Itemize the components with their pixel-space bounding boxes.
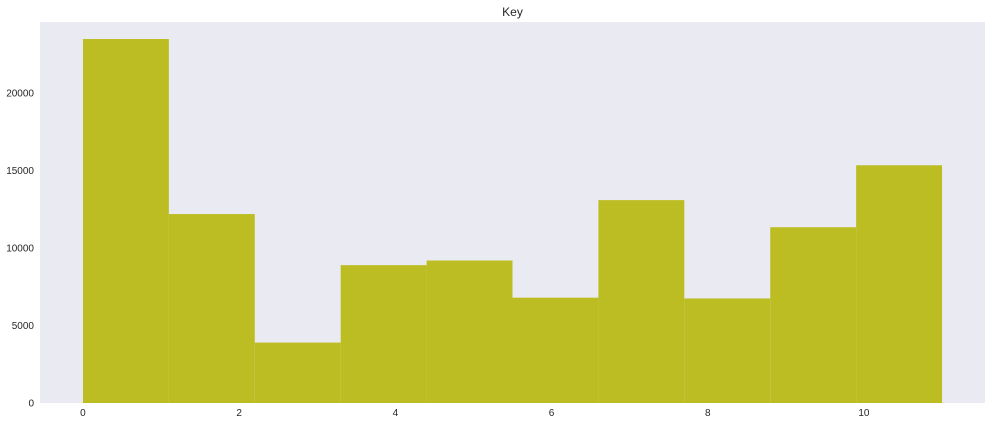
y-tick-label: 0 [28,399,34,410]
histogram-bar-6 [598,200,685,403]
histogram-bar-4 [426,260,513,403]
x-tick-label: 10 [858,408,870,419]
y-tick-label: 20000 [6,89,34,100]
histogram-bar-8 [770,227,857,403]
y-tick-label: 5000 [12,321,35,332]
histogram-bar-5 [512,297,599,403]
histogram-bar-2 [254,342,341,403]
histogram-bar-1 [168,214,255,403]
x-tick-label: 2 [236,408,242,419]
y-tick-label: 10000 [6,244,34,255]
y-axis-ticks: 0 5000 10000 15000 20000 [6,89,34,410]
chart-title: Key [502,5,523,19]
y-tick-label: 15000 [6,166,34,177]
x-axis-ticks: 0 2 4 6 8 10 [80,408,870,419]
histogram-bar-0 [82,39,169,403]
histogram-bar-9 [856,165,943,403]
bars-group [82,39,943,403]
x-tick-label: 4 [393,408,399,419]
x-tick-label: 6 [549,408,555,419]
x-tick-label: 0 [80,408,86,419]
histogram-bar-3 [340,265,427,403]
x-tick-label: 8 [705,408,711,419]
histogram-bar-7 [684,298,771,403]
